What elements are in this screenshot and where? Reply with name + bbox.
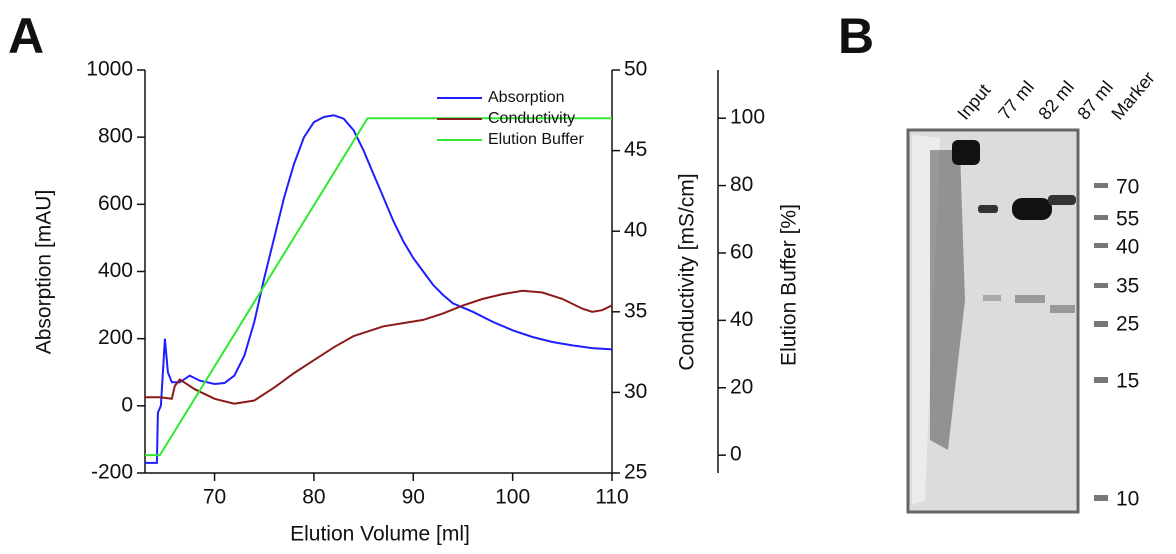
- legend-label: Elution Buffer: [488, 131, 584, 148]
- y-axis-title: Absorption [mAU]: [33, 190, 56, 355]
- gel-image: [908, 130, 1108, 512]
- data-line: [145, 291, 612, 404]
- y-tick-label: 40: [624, 219, 647, 242]
- x-axis-title: Elution Volume [ml]: [290, 523, 470, 546]
- y-tick-label: 50: [624, 58, 647, 81]
- marker-size-label: 40: [1116, 236, 1139, 259]
- x-tick-label: 100: [495, 486, 530, 509]
- lane-label: 87 ml: [1073, 77, 1117, 124]
- y-tick-label: 1000: [86, 58, 133, 81]
- y-tick-label: 20: [730, 375, 753, 398]
- lane-label: Marker: [1107, 68, 1158, 124]
- y-tick-label: 800: [98, 125, 133, 148]
- y2-axis-title: Conductivity [mS/cm]: [676, 173, 699, 370]
- panel-letter: A: [8, 8, 44, 64]
- x-tick-label: 70: [203, 486, 226, 509]
- lane-label: 82 ml: [1034, 77, 1078, 124]
- x-tick-label: 110: [595, 486, 628, 509]
- y-tick-label: 100: [730, 106, 765, 129]
- marker-size-label: 15: [1116, 370, 1139, 393]
- y-tick-label: 45: [624, 138, 647, 161]
- figure: A B Elution Volume [ml] Absorption [mAU]…: [0, 0, 1176, 554]
- data-line: [145, 118, 612, 455]
- data-line: [145, 115, 612, 463]
- y-tick-label: 25: [624, 461, 647, 484]
- y-tick-label: 40: [730, 308, 753, 331]
- y-tick-label: 200: [98, 326, 133, 349]
- y-tick-label: 600: [98, 192, 133, 215]
- y-tick-label: 0: [730, 443, 742, 466]
- lane-label: Input: [953, 80, 994, 124]
- marker-size-label: 35: [1116, 275, 1139, 298]
- x-tick-label: 80: [302, 486, 325, 509]
- y-tick-label: 60: [730, 241, 753, 264]
- marker-size-label: 10: [1116, 488, 1139, 511]
- y-tick-label: -200: [91, 461, 133, 484]
- legend-label: Conductivity: [488, 110, 575, 127]
- y-tick-label: 0: [121, 393, 133, 416]
- y-tick-label: 400: [98, 259, 133, 282]
- y-tick-label: 30: [624, 380, 647, 403]
- y-tick-label: 35: [624, 299, 647, 322]
- y3-axis-title: Elution Buffer [%]: [778, 204, 801, 366]
- y-tick-label: 80: [730, 173, 753, 196]
- legend-label: Absorption: [488, 89, 565, 106]
- x-tick-label: 90: [402, 486, 425, 509]
- panel-letter: B: [838, 8, 874, 64]
- marker-size-label: 55: [1116, 208, 1139, 231]
- marker-size-label: 25: [1116, 313, 1139, 336]
- marker-size-label: 70: [1116, 176, 1139, 199]
- lane-label: 77 ml: [994, 77, 1038, 124]
